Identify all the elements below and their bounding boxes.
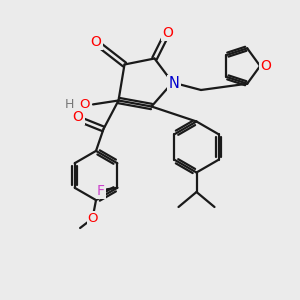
Text: O: O — [163, 26, 173, 40]
Text: N: N — [169, 76, 179, 92]
Text: O: O — [80, 98, 90, 112]
Text: H: H — [64, 98, 74, 112]
Text: O: O — [260, 59, 271, 73]
Text: F: F — [97, 184, 105, 198]
Text: O: O — [88, 212, 98, 225]
Text: O: O — [91, 35, 101, 49]
Text: O: O — [73, 110, 83, 124]
